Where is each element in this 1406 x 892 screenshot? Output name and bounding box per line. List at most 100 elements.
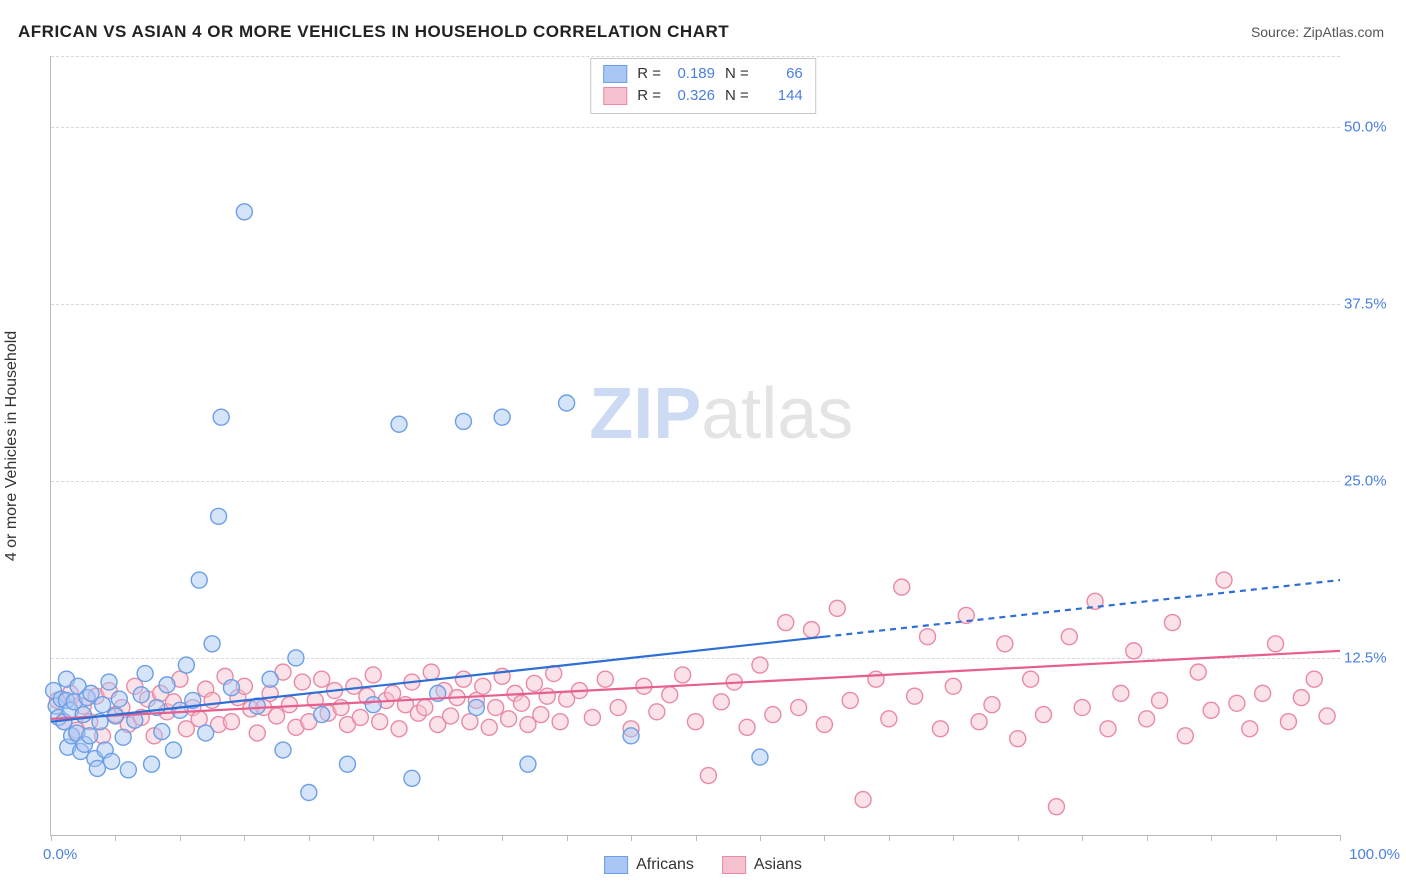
data-point-asians <box>1293 690 1309 706</box>
data-point-asians <box>920 629 936 645</box>
data-point-africans <box>178 657 194 673</box>
data-point-africans <box>198 725 214 741</box>
data-point-asians <box>752 657 768 673</box>
x-tick-label-min: 0.0% <box>43 846 77 863</box>
data-point-asians <box>791 700 807 716</box>
data-point-asians <box>204 692 220 708</box>
data-point-asians <box>584 709 600 725</box>
data-point-asians <box>894 579 910 595</box>
legend-series: Africans Asians <box>604 856 802 874</box>
data-point-asians <box>804 622 820 638</box>
data-point-africans <box>154 724 170 740</box>
x-tick <box>631 835 632 841</box>
data-point-africans <box>391 416 407 432</box>
data-point-africans <box>89 760 105 776</box>
data-point-asians <box>481 719 497 735</box>
legend-stats-box: R = 0.189 N = 66 R = 0.326 N = 144 <box>590 58 816 114</box>
data-point-asians <box>1255 685 1271 701</box>
data-point-asians <box>281 697 297 713</box>
data-point-asians <box>333 700 349 716</box>
x-tick <box>696 835 697 841</box>
data-point-africans <box>159 677 175 693</box>
data-point-africans <box>133 687 149 703</box>
x-tick <box>824 835 825 841</box>
x-tick <box>1211 835 1212 841</box>
chart-svg <box>51 56 1340 835</box>
data-point-africans <box>115 729 131 745</box>
data-point-asians <box>649 704 665 720</box>
data-point-africans <box>623 728 639 744</box>
data-point-asians <box>1280 714 1296 730</box>
data-point-asians <box>984 697 1000 713</box>
data-point-asians <box>1216 572 1232 588</box>
data-point-asians <box>294 674 310 690</box>
chart-title: AFRICAN VS ASIAN 4 OR MORE VEHICLES IN H… <box>18 22 729 42</box>
data-point-asians <box>391 721 407 737</box>
data-point-asians <box>539 688 555 704</box>
data-point-africans <box>455 413 471 429</box>
data-point-asians <box>675 667 691 683</box>
data-point-asians <box>423 664 439 680</box>
data-point-asians <box>1177 728 1193 744</box>
y-tick-label: 37.5% <box>1344 295 1402 312</box>
data-point-africans <box>275 742 291 758</box>
data-point-asians <box>385 685 401 701</box>
x-tick <box>309 835 310 841</box>
data-point-africans <box>111 691 127 707</box>
x-tick <box>180 835 181 841</box>
data-point-africans <box>75 707 91 723</box>
data-point-asians <box>907 688 923 704</box>
x-tick <box>1147 835 1148 841</box>
legend-item-asians: Asians <box>722 856 802 874</box>
y-tick-label: 12.5% <box>1344 649 1402 666</box>
data-point-africans <box>559 395 575 411</box>
data-point-africans <box>468 700 484 716</box>
n-value-asians: 144 <box>755 85 803 107</box>
data-point-asians <box>352 709 368 725</box>
data-point-asians <box>513 695 529 711</box>
y-tick-label: 50.0% <box>1344 118 1402 135</box>
x-tick <box>502 835 503 841</box>
source-link[interactable]: ZipAtlas.com <box>1303 24 1384 40</box>
data-point-asians <box>417 700 433 716</box>
data-point-asians <box>842 692 858 708</box>
data-point-asians <box>1010 731 1026 747</box>
data-point-asians <box>778 615 794 631</box>
x-tick <box>760 835 761 841</box>
data-point-asians <box>881 711 897 727</box>
data-point-asians <box>1164 615 1180 631</box>
data-point-africans <box>365 697 381 713</box>
data-point-asians <box>1229 695 1245 711</box>
data-point-asians <box>713 694 729 710</box>
data-point-africans <box>104 753 120 769</box>
data-point-asians <box>688 714 704 730</box>
legend-label-asians: Asians <box>754 856 802 874</box>
source-prefix: Source: <box>1251 24 1303 40</box>
data-point-africans <box>520 756 536 772</box>
data-point-africans <box>494 409 510 425</box>
r-value-asians: 0.326 <box>667 85 715 107</box>
data-point-asians <box>1100 721 1116 737</box>
legend-stats-row-africans: R = 0.189 N = 66 <box>603 63 803 85</box>
data-point-asians <box>1036 707 1052 723</box>
data-point-africans <box>213 409 229 425</box>
data-point-africans <box>339 756 355 772</box>
x-tick <box>115 835 116 841</box>
data-point-africans <box>314 707 330 723</box>
data-point-asians <box>1190 664 1206 680</box>
x-tick <box>1276 835 1277 841</box>
data-point-asians <box>533 707 549 723</box>
data-point-africans <box>82 728 98 744</box>
data-point-asians <box>249 725 265 741</box>
data-point-asians <box>855 792 871 808</box>
x-tick <box>51 835 52 841</box>
x-tick <box>373 835 374 841</box>
legend-stats-row-asians: R = 0.326 N = 144 <box>603 85 803 107</box>
data-point-africans <box>95 697 111 713</box>
data-point-asians <box>223 714 239 730</box>
data-point-asians <box>662 687 678 703</box>
n-value-africans: 66 <box>755 63 803 85</box>
data-point-asians <box>610 700 626 716</box>
r-value-africans: 0.189 <box>667 63 715 85</box>
legend-item-africans: Africans <box>604 856 694 874</box>
